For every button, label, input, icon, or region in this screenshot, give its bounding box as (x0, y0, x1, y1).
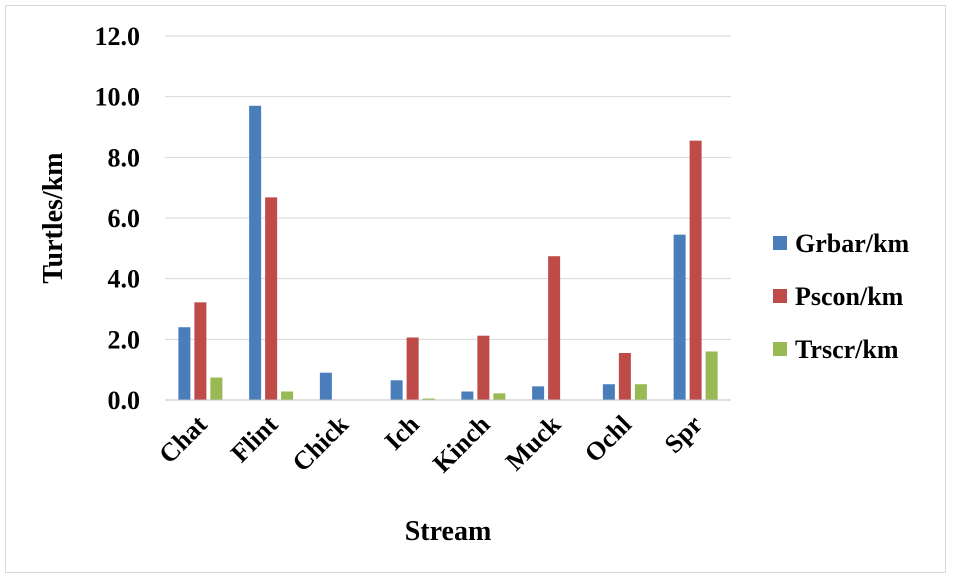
bar-flint-trscr-km (281, 391, 294, 400)
bar-chick-grbar-km (319, 372, 332, 400)
bar-ochl-trscr-km (634, 384, 647, 400)
x-tick-label: Ochl (579, 410, 637, 468)
legend-label: Trscr/km (795, 335, 899, 364)
x-tick-label: Chat (153, 410, 213, 470)
legend-label: Grbar/km (795, 229, 909, 258)
x-tick-label: Ich (379, 409, 425, 455)
bar-ochl-grbar-km (602, 384, 615, 400)
y-tick-label: 0.0 (108, 386, 141, 415)
y-axis-title: Turtles/km (38, 152, 69, 283)
chart-frame (5, 5, 946, 573)
legend-label: Pscon/km (795, 282, 904, 311)
x-axis-title: Stream (405, 516, 492, 547)
x-tick-label: Kinch (427, 409, 496, 478)
legend-swatch (773, 236, 787, 250)
bar-muck-pscon-km (548, 256, 561, 400)
bar-ochl-pscon-km (618, 352, 631, 400)
bar-chat-pscon-km (194, 302, 207, 400)
bar-flint-pscon-km (265, 197, 278, 400)
y-tick-label: 12.0 (95, 22, 141, 51)
bar-spr-trscr-km (705, 351, 718, 400)
bar-kinch-trscr-km (493, 393, 506, 400)
x-tick-label: Flint (225, 409, 284, 468)
bar-muck-grbar-km (532, 386, 545, 400)
y-tick-label: 6.0 (108, 204, 141, 233)
bar-spr-grbar-km (673, 234, 686, 400)
x-tick-label: Chick (287, 409, 355, 477)
x-tick-label: Spr (659, 410, 708, 459)
bars (178, 105, 718, 401)
bar-ich-trscr-km (422, 398, 435, 400)
bar-kinch-grbar-km (461, 391, 474, 400)
bar-kinch-pscon-km (477, 335, 490, 400)
legend-swatch (773, 342, 787, 356)
y-tick-labels: 0.0 2.0 4.0 6.0 8.0 10.0 12.0 (95, 22, 141, 415)
bar-chat-trscr-km (210, 377, 223, 400)
y-tick-label: 2.0 (108, 325, 141, 354)
bar-flint-grbar-km (249, 105, 262, 401)
legend: Grbar/km Pscon/km Trscr/km (773, 229, 909, 364)
bar-ich-pscon-km (406, 337, 419, 400)
y-tick-label: 8.0 (108, 143, 141, 172)
bar-spr-pscon-km (689, 140, 702, 400)
bar-ich-grbar-km (390, 380, 403, 400)
y-tick-label: 4.0 (108, 265, 141, 294)
bar-chat-grbar-km (178, 327, 191, 400)
x-tick-labels: Chat Flint Chick Ich Kinch Muck Ochl Spr (153, 409, 708, 478)
legend-swatch (773, 289, 787, 303)
x-tick-label: Muck (500, 409, 567, 476)
y-tick-label: 10.0 (95, 83, 141, 112)
